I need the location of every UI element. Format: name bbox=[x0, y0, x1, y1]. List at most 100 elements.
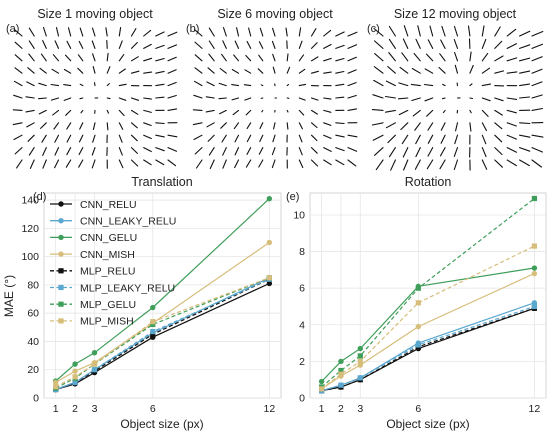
y-tick-label: 8 bbox=[299, 246, 305, 258]
quiver-arrow bbox=[442, 109, 446, 114]
quiver-arrow bbox=[257, 68, 264, 74]
quiver-arrow bbox=[234, 159, 240, 169]
data-point bbox=[357, 375, 363, 381]
quiver-arrow bbox=[193, 80, 203, 87]
quiver-arrow bbox=[54, 40, 60, 49]
quiver-title-a: Size 1 moving object bbox=[37, 7, 153, 21]
quiver-arrow bbox=[531, 43, 544, 49]
quiver-arrow bbox=[481, 159, 488, 170]
x-tick-label: 1 bbox=[319, 403, 325, 415]
quiver-arrow bbox=[397, 97, 409, 100]
quiver-arrow bbox=[155, 122, 165, 125]
quiver-arrow bbox=[335, 70, 345, 74]
quiver-arrow bbox=[194, 41, 203, 49]
quiver-arrow bbox=[481, 134, 487, 145]
quiver-arrow bbox=[130, 97, 140, 101]
legend-marker bbox=[58, 251, 64, 257]
quiver-arrow bbox=[285, 27, 288, 37]
quiver-arrow bbox=[347, 159, 357, 167]
quiver-arrow bbox=[77, 67, 84, 74]
quiver-arrow bbox=[298, 122, 303, 130]
quiver-arrow bbox=[65, 159, 72, 168]
quiver-arrow bbox=[258, 159, 264, 168]
quiver-arrow bbox=[372, 134, 384, 141]
quiver-arrow bbox=[167, 147, 178, 152]
quiver-arrow bbox=[453, 39, 459, 49]
quiver-arrow bbox=[118, 159, 124, 169]
quiver-arrow bbox=[66, 40, 72, 49]
quiver-arrow bbox=[38, 109, 47, 115]
quiver-arrow bbox=[413, 52, 421, 62]
quiver-arrow bbox=[28, 40, 35, 49]
quiver-arrow bbox=[78, 147, 84, 156]
quiver-arrow bbox=[519, 96, 531, 99]
quiver-arrow bbox=[439, 53, 446, 62]
quiver-arrow bbox=[384, 109, 396, 113]
quiver-arrow bbox=[335, 134, 345, 138]
quiver-arrow bbox=[424, 68, 434, 74]
quiver-arrow bbox=[92, 122, 96, 131]
quiver-arrow bbox=[323, 57, 332, 62]
quiver-arrow bbox=[469, 51, 472, 62]
quiver-arrow bbox=[310, 70, 319, 74]
quiver-arrow bbox=[440, 122, 446, 131]
quiver-arrow bbox=[372, 94, 384, 99]
quiver-arrow bbox=[286, 83, 290, 87]
quiver-arrow bbox=[53, 122, 60, 130]
quiver-arrow bbox=[531, 81, 543, 87]
quiver-arrow bbox=[469, 109, 472, 114]
quiver-arrow bbox=[79, 83, 84, 87]
quiver-arrow bbox=[91, 40, 96, 49]
quiver-arrow bbox=[414, 122, 421, 131]
quiver-arrow bbox=[258, 54, 264, 62]
quiver-arrow bbox=[206, 81, 215, 87]
data-point bbox=[266, 275, 272, 281]
quiver-arrow bbox=[221, 53, 227, 62]
quiver-arrow bbox=[373, 79, 384, 87]
quiver-arrow bbox=[298, 83, 307, 87]
quiver-arrow bbox=[272, 66, 276, 74]
quiver-arrow bbox=[42, 40, 47, 49]
quiver-arrow bbox=[298, 134, 303, 143]
quiver-arrow bbox=[193, 94, 203, 99]
quiver-arrow bbox=[50, 83, 60, 87]
data-point bbox=[357, 345, 363, 352]
quiver-arrow bbox=[506, 71, 518, 74]
quiver-arrow bbox=[506, 159, 517, 167]
data-point bbox=[91, 367, 98, 373]
quiver-arrow bbox=[494, 134, 503, 143]
data-point bbox=[150, 304, 156, 311]
legend-marker bbox=[58, 318, 64, 324]
legend-label-cnn-mish: CNN_MISH bbox=[80, 249, 135, 261]
quiver-arrow bbox=[403, 159, 409, 171]
data-point bbox=[91, 361, 98, 367]
quiver-arrow bbox=[323, 122, 332, 126]
quiver-arrow bbox=[469, 97, 474, 100]
quiver-arrow bbox=[453, 159, 459, 171]
quiver-arrow bbox=[310, 109, 318, 115]
quiver-arrow bbox=[106, 97, 111, 100]
quiver-arrow bbox=[192, 109, 203, 111]
quiver-arrow bbox=[130, 134, 138, 142]
quiver-arrow bbox=[143, 122, 152, 127]
quiver-arrow bbox=[244, 69, 252, 74]
quiver-label-b: (b) bbox=[186, 23, 199, 35]
x-tick-label: 6 bbox=[150, 403, 156, 415]
quiver-arrow bbox=[155, 31, 165, 37]
quiver-arrow bbox=[415, 147, 421, 158]
data-point bbox=[52, 379, 59, 386]
quiver-arrow bbox=[118, 109, 125, 117]
quiver-arrow bbox=[207, 67, 215, 74]
quiver-arrow bbox=[519, 122, 531, 125]
translation-title: Translation bbox=[131, 175, 192, 189]
quiver-arrow bbox=[193, 134, 203, 141]
quiver-arrow bbox=[323, 147, 332, 152]
quiver-arrow bbox=[79, 122, 84, 130]
quiver-arrow bbox=[39, 67, 47, 74]
quiver-arrow bbox=[167, 44, 178, 49]
quiver-arrows-a bbox=[12, 26, 178, 169]
quiver-arrow bbox=[531, 107, 544, 111]
quiver-arrow bbox=[234, 40, 240, 49]
quiver-arrow bbox=[106, 122, 109, 131]
quiver-arrow bbox=[79, 97, 84, 100]
